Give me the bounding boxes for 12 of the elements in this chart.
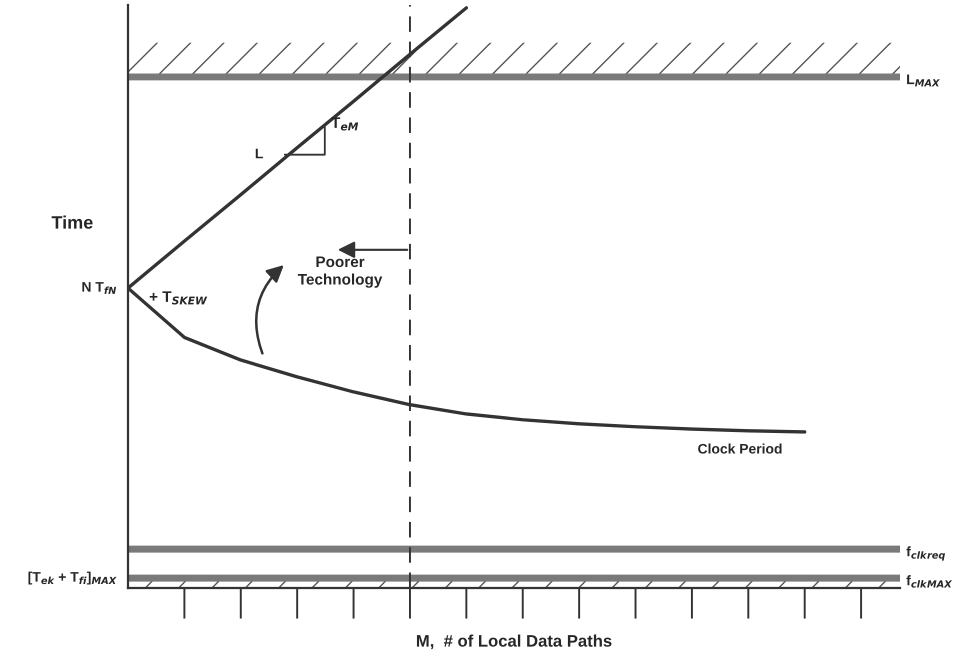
- ref-line-label: f$_{clkMAX}$: [906, 575, 952, 588]
- annotation: + T$_{SKEW}$: [150, 291, 208, 305]
- ref-line-label: L$_{MAX}$: [907, 74, 940, 86]
- series-label: Clock Period: [698, 443, 782, 454]
- ref-line-label: f$_{clkreq}$: [906, 546, 946, 561]
- y-axis-title: Time: [52, 216, 93, 229]
- text: [T$_{ek}$ + T$_{fi}$]$_{MAX}$: [28, 572, 117, 585]
- annotation: T$_{eM}$: [331, 117, 358, 130]
- text: N T$_{fN}$: [82, 282, 116, 294]
- x-axis-title: M, # of Local Data Paths: [416, 634, 612, 650]
- series-label: L: [256, 148, 263, 158]
- annotation: Poorer Technology: [298, 256, 382, 288]
